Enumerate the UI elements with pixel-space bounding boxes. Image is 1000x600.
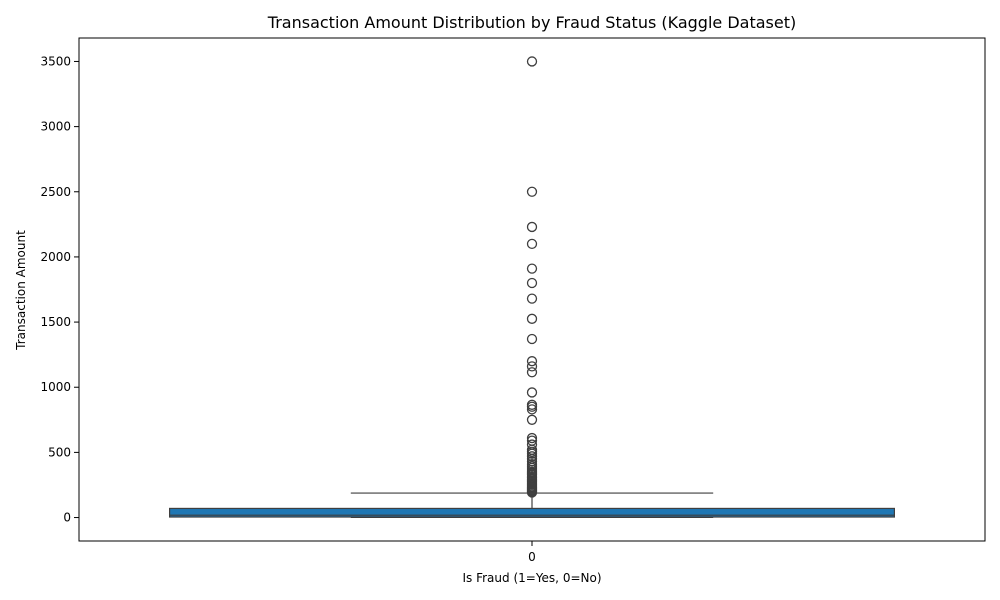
outlier-point — [526, 263, 538, 274]
outlier-point — [526, 387, 538, 398]
box-iqr — [169, 507, 895, 518]
y-tick-label: 3500 — [40, 54, 71, 68]
outlier-point — [526, 432, 538, 444]
y-tick-label: 2500 — [40, 185, 71, 199]
y-tick-label: 500 — [48, 445, 71, 459]
outlier-point — [526, 361, 538, 372]
outlier-point — [526, 401, 538, 412]
y-tick-label: 1500 — [40, 315, 71, 329]
outlier-point — [526, 356, 538, 367]
chart-title: Transaction Amount Distribution by Fraud… — [267, 13, 796, 32]
y-tick-label: 1000 — [40, 380, 71, 394]
outlier-point — [526, 333, 538, 345]
outlier-point — [526, 238, 538, 250]
outlier-point — [526, 367, 538, 378]
outlier-point — [526, 313, 538, 324]
outlier-point — [526, 414, 538, 425]
x-tick-label: 0 — [528, 550, 536, 564]
y-axis: 0 500 1000 1500 2000 2500 3000 3500 — [40, 54, 79, 525]
outlier-point — [526, 293, 538, 304]
x-axis-label: Is Fraud (1=Yes, 0=No) — [462, 571, 601, 585]
y-tick-label: 0 — [63, 511, 71, 525]
outlier-point — [526, 448, 538, 459]
box-series — [169, 56, 895, 519]
outlier-point — [526, 186, 538, 197]
outlier-point — [526, 404, 538, 415]
outlier-point — [526, 487, 538, 498]
outlier-point — [526, 221, 538, 233]
y-axis-label: Transaction Amount — [14, 230, 28, 351]
outlier-point — [526, 56, 538, 67]
outlier-point — [526, 277, 538, 289]
y-tick-label: 3000 — [40, 120, 71, 134]
outlier-point — [526, 451, 538, 462]
x-axis: 0 — [528, 541, 536, 564]
y-tick-label: 2000 — [40, 250, 71, 264]
